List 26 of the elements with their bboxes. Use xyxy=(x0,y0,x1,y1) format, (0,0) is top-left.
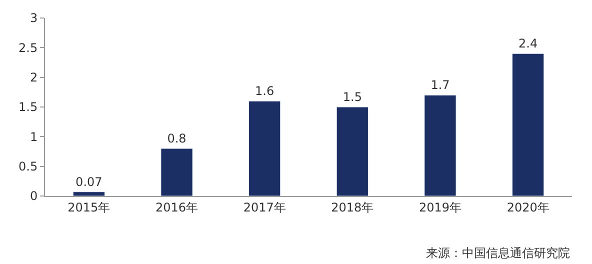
source-note: 来源：中国信息通信研究院 xyxy=(426,246,570,260)
y-tick-label: 1 xyxy=(30,130,38,144)
y-tick-label: 2 xyxy=(30,70,38,85)
data-label: 1.6 xyxy=(255,84,274,98)
bar xyxy=(160,148,193,196)
data-label: 0.07 xyxy=(76,174,102,189)
data-label: 0.8 xyxy=(167,132,186,146)
y-tick-label: 2.5 xyxy=(18,40,38,55)
bar xyxy=(336,106,368,196)
x-tick-label: 2020年 xyxy=(506,200,550,214)
y-tick-label: 0.5 xyxy=(18,160,38,174)
y-tick-label: 0 xyxy=(30,189,38,204)
x-tick-label: 2016年 xyxy=(155,200,198,214)
x-tick-label: 2018年 xyxy=(331,200,374,214)
x-tick-label: 2015年 xyxy=(68,200,110,214)
y-tick-label: 3 xyxy=(30,11,38,26)
bar xyxy=(512,53,544,196)
data-label: 1.7 xyxy=(430,78,450,92)
x-tick-label: 2017年 xyxy=(243,200,286,214)
data-label: 1.5 xyxy=(342,90,362,104)
data-label: 2.4 xyxy=(518,36,538,51)
y-tick-label: 1.5 xyxy=(18,100,38,114)
bar xyxy=(424,94,456,196)
bar xyxy=(72,192,105,196)
x-tick-label: 2019年 xyxy=(418,200,462,214)
bar xyxy=(248,100,281,196)
